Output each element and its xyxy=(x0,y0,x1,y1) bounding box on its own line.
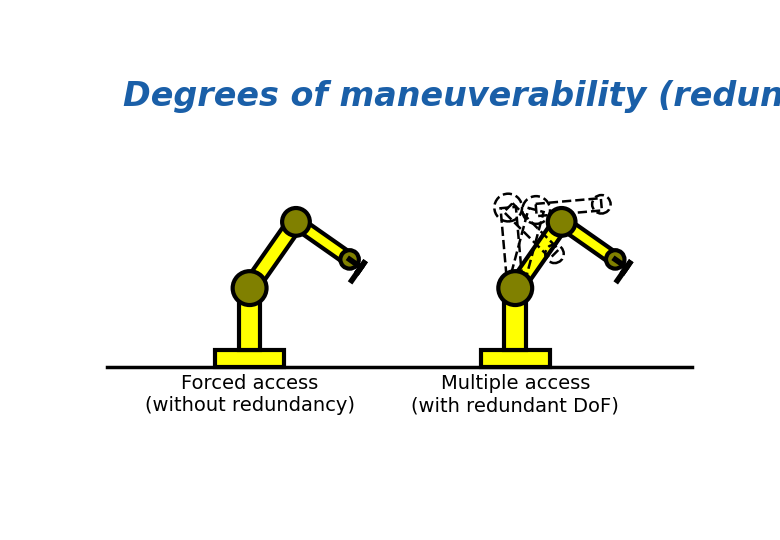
Polygon shape xyxy=(509,218,568,293)
Bar xyxy=(239,288,261,350)
Circle shape xyxy=(282,208,310,236)
Bar xyxy=(215,350,284,367)
Polygon shape xyxy=(558,217,619,265)
Circle shape xyxy=(548,208,576,236)
Text: Multiple access
(with redundant DoF): Multiple access (with redundant DoF) xyxy=(411,374,619,415)
Circle shape xyxy=(498,271,532,305)
Text: Degrees of maneuverability (redundant): Degrees of maneuverability (redundant) xyxy=(122,80,780,113)
Circle shape xyxy=(340,250,359,269)
Polygon shape xyxy=(243,218,303,293)
Bar xyxy=(480,350,550,367)
Text: Forced access
(without redundancy): Forced access (without redundancy) xyxy=(144,374,355,415)
Bar xyxy=(505,288,526,350)
Circle shape xyxy=(232,271,267,305)
Polygon shape xyxy=(292,217,353,265)
Circle shape xyxy=(606,250,625,269)
